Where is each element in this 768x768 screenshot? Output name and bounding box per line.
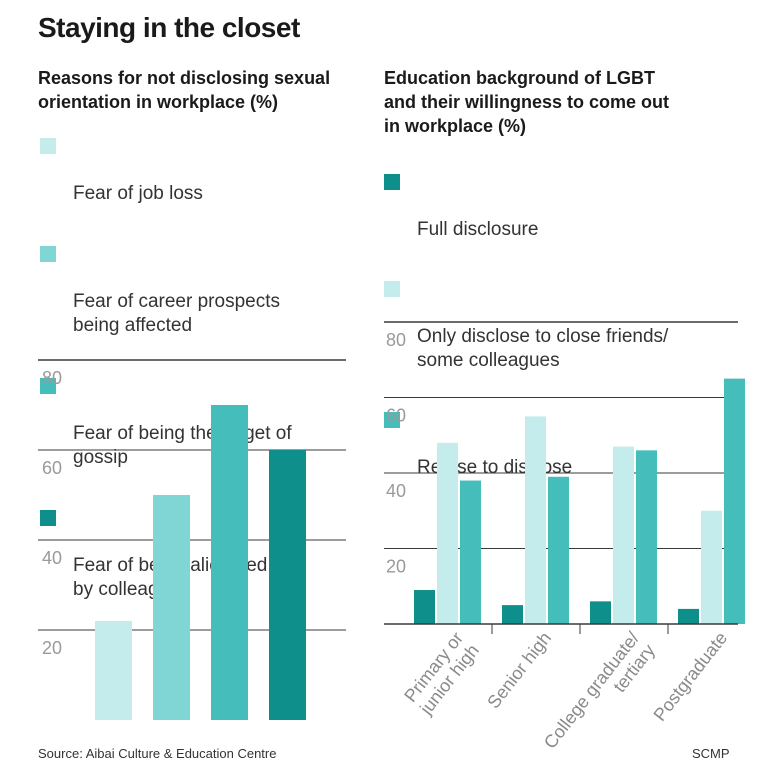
- bar: [636, 450, 657, 624]
- y-tick-label: 40: [386, 481, 406, 501]
- y-tick-label: 60: [386, 406, 406, 426]
- bar: [269, 450, 306, 720]
- credit: SCMP: [692, 746, 730, 761]
- legend-swatch: [40, 510, 56, 526]
- x-category-label: College graduate/tertiary: [540, 628, 659, 765]
- left-chart-title: Reasons for not disclosing sexual orient…: [38, 68, 331, 112]
- legend-swatch: [40, 378, 56, 394]
- y-tick-label: 40: [42, 548, 62, 568]
- bar: [414, 590, 435, 624]
- y-tick-label: 20: [42, 638, 62, 658]
- legend-item-career-prospects: Fear of career prospects being affected: [40, 242, 360, 362]
- bar: [502, 605, 523, 624]
- source-note: Source: Aibai Culture & Education Centre: [38, 746, 277, 761]
- bar: [525, 416, 546, 624]
- right-chart-title: Education background of LGBT and their w…: [384, 68, 670, 136]
- legend-swatch: [40, 138, 56, 154]
- main-title: Staying in the closet: [38, 12, 300, 43]
- bar: [613, 446, 634, 624]
- x-category-label: Primary orjunior high: [400, 628, 483, 719]
- legend-item-job-loss: Fear of job loss: [40, 134, 360, 230]
- bar: [95, 621, 132, 720]
- bar: [724, 378, 745, 624]
- y-tick-label: 80: [42, 368, 62, 388]
- legend-swatch: [384, 412, 400, 428]
- legend-label: Only disclose to close friends/ some col…: [417, 326, 669, 371]
- legend-swatch: [40, 246, 56, 262]
- legend-swatch: [384, 174, 400, 190]
- legend-swatch: [384, 281, 400, 297]
- legend-item-full-disclosure: Full disclosure: [384, 170, 744, 266]
- y-tick-label: 60: [42, 458, 62, 478]
- bar: [153, 495, 190, 720]
- legend-label: Fear of career prospects being affected: [73, 291, 280, 336]
- y-tick-label: 80: [386, 330, 406, 350]
- x-category-label: Senior high: [483, 628, 555, 712]
- x-category-label: Postgraduate: [649, 628, 731, 725]
- bar: [701, 510, 722, 624]
- bar: [460, 480, 481, 624]
- legend-label: Fear of job loss: [73, 183, 203, 204]
- y-tick-label: 20: [386, 557, 406, 577]
- bar: [590, 601, 611, 624]
- bar: [678, 608, 699, 624]
- bar: [437, 442, 458, 624]
- bar: [211, 405, 248, 720]
- bar: [548, 476, 569, 624]
- legend-item-partial-disclosure: Only disclose to close friends/ some col…: [384, 277, 744, 397]
- legend-label: Full disclosure: [417, 219, 539, 240]
